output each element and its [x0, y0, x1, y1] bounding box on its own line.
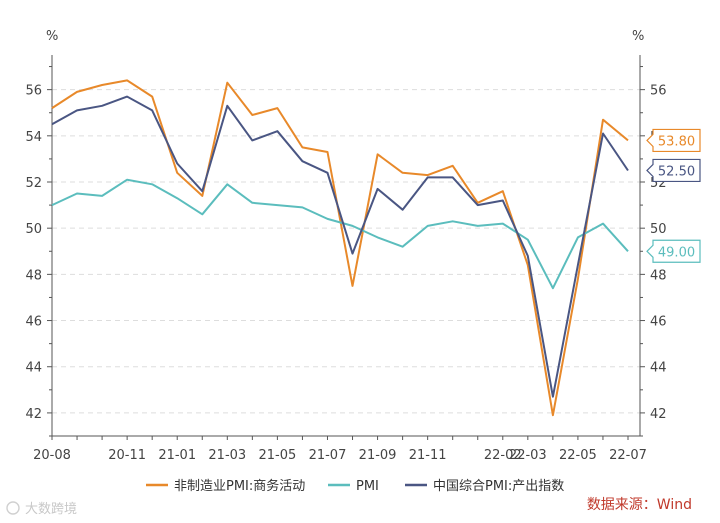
- y-tick-label-right-50: 50: [650, 222, 667, 237]
- x-tick-label-22-03: 22-03: [509, 448, 547, 463]
- left-unit-label: %: [46, 29, 58, 44]
- end-label-box-2: [646, 158, 701, 183]
- right-unit-label: %: [632, 29, 644, 44]
- y-tick-label-left-56: 56: [25, 84, 42, 99]
- x-tick-label-21-03: 21-03: [208, 448, 246, 463]
- series-line-1: [51, 178, 629, 290]
- y-tick-label-right-46: 46: [650, 315, 667, 330]
- x-tick-label-22-07: 22-07: [609, 448, 647, 463]
- series-line-0: [51, 79, 629, 417]
- y-tick-label-left-46: 46: [25, 315, 42, 330]
- legend: 非制造业PMI:商务活动 PMI 中国综合PMI:产出指数: [146, 478, 564, 494]
- grid-lines: [52, 89, 640, 414]
- y-tick-label-right-44: 44: [650, 361, 667, 376]
- data-source-note: 数据来源：Wind: [587, 497, 692, 513]
- x-ticks: 20-08 20-11 21-01 21-03 21-05 21-07 21-09 21-11…: [33, 436, 647, 463]
- y-tick-label-left-52: 52: [25, 176, 42, 191]
- series-lines: [51, 79, 629, 417]
- x-tick-label-22-05: 22-05: [559, 448, 597, 463]
- y-tick-label-right-56: 56: [650, 84, 667, 99]
- x-tick-label-20-08: 20-08: [33, 448, 71, 463]
- y-tick-label-right-42: 42: [650, 407, 667, 422]
- end-label-series-1: 49.00: [646, 239, 701, 263]
- y-tick-label-left-42: 42: [25, 407, 42, 422]
- x-tick-label-20-11: 20-11: [108, 448, 146, 463]
- y-tick-label-left-54: 54: [25, 130, 42, 145]
- end-label-series-2: 52.50: [646, 158, 701, 183]
- y-tick-label-left-48: 48: [25, 268, 42, 283]
- y-tick-label-left-44: 44: [25, 361, 42, 376]
- watermark-text: 大数跨境: [25, 502, 77, 517]
- y-ticks: 42424444464648485050525254545656: [25, 66, 667, 437]
- x-tick-label-21-11: 21-11: [409, 448, 447, 463]
- end-label-value-2: 52.50: [658, 164, 695, 179]
- legend-label-0: 非制造业PMI:商务活动: [174, 478, 305, 494]
- y-tick-label-right-48: 48: [650, 268, 667, 283]
- end-label-value-1: 49.00: [658, 245, 695, 260]
- end-label-value-0: 53.80: [658, 134, 695, 149]
- end-label-box-0: [646, 128, 701, 153]
- x-tick-label-21-07: 21-07: [309, 448, 347, 463]
- end-label-series-0: 53.80: [646, 128, 701, 153]
- series-line-2: [51, 95, 629, 398]
- y-tick-label-left-50: 50: [25, 222, 42, 237]
- end-value-labels: 53.80 49.00 52.50: [646, 128, 701, 263]
- axes: % %: [46, 29, 644, 437]
- legend-label-1: PMI: [356, 479, 379, 494]
- x-tick-label-21-05: 21-05: [259, 448, 297, 463]
- x-tick-label-22-02: 22-02: [484, 448, 522, 463]
- x-tick-label-21-01: 21-01: [158, 448, 196, 463]
- legend-label-2: 中国综合PMI:产出指数: [433, 479, 564, 494]
- end-label-box-1: [646, 239, 701, 263]
- watermark-logo-icon: [6, 501, 20, 515]
- x-tick-label-21-09: 21-09: [359, 448, 397, 463]
- watermark: 大数跨境: [6, 501, 77, 517]
